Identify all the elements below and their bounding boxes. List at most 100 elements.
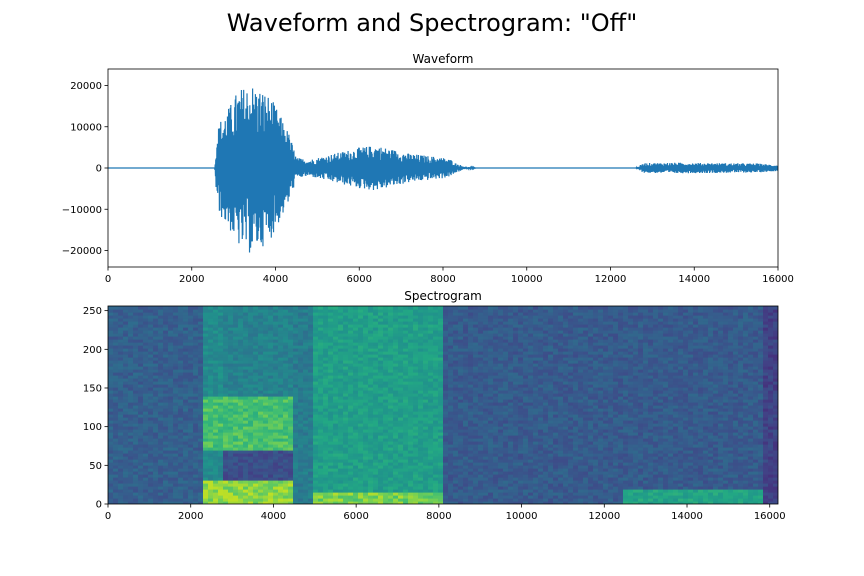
spectrogram-cell (168, 315, 174, 319)
spectrogram-cell (188, 366, 194, 370)
spectrogram-cell (243, 480, 249, 484)
spectrogram-cell (123, 312, 129, 316)
spectrogram-cell (198, 399, 204, 403)
spectrogram-cell (288, 441, 294, 445)
spectrogram-cell (288, 408, 294, 412)
spectrogram-cell (283, 387, 289, 391)
spectrogram-cell (123, 456, 129, 460)
spectrogram-cell (133, 456, 139, 460)
spectrogram-cell (288, 357, 294, 361)
spectrogram-cell (183, 360, 189, 364)
spectrogram-cell (258, 462, 264, 466)
spectrogram-cell (308, 489, 314, 493)
spectrogram-cell (263, 315, 269, 319)
spectrogram-cell (123, 477, 129, 481)
spectrogram-cell (213, 351, 219, 355)
spectrogram-cell (143, 384, 149, 388)
spectrogram-cell (263, 480, 269, 484)
spectrogram-cell (283, 450, 289, 454)
spectrogram-cell (198, 432, 204, 436)
spectrogram-cell (138, 378, 144, 382)
spectrogram-cell (253, 399, 259, 403)
spectrogram-cell (113, 321, 119, 325)
spectrogram-cell (178, 435, 184, 439)
spectrogram-cell (278, 420, 284, 424)
spectrogram-cell (298, 432, 304, 436)
spectrogram-cell (303, 483, 309, 487)
spectrogram-cell (293, 495, 299, 499)
spectrogram-cell (308, 444, 314, 448)
spectrogram-cell (223, 441, 229, 445)
spectrogram-cell (228, 492, 234, 496)
spectrogram-cell (248, 462, 254, 466)
spectrogram-cell (138, 483, 144, 487)
spectrogram-cell (188, 363, 194, 367)
spectrogram-cell (188, 489, 194, 493)
spectrogram-cell (223, 462, 229, 466)
spectrogram-cell (298, 333, 304, 337)
spectrogram-cell (258, 456, 264, 460)
spectrogram-cell (268, 501, 274, 504)
spectrogram-cell (158, 393, 164, 397)
spectrogram-cell (218, 333, 224, 337)
spectrogram-cell (288, 501, 294, 504)
spectrogram-cell (253, 489, 259, 493)
spectrogram-cell (228, 324, 234, 328)
spectrogram-cell (203, 489, 209, 493)
spectrogram-cell (278, 405, 284, 409)
spectrogram-cell (203, 438, 209, 442)
spectrogram-cell (278, 369, 284, 373)
spectrogram-cell (128, 384, 134, 388)
spectrogram-cell (218, 378, 224, 382)
waveform-ticks: 0 2000 4000 6000 8000 10000 12000 14000 16000−20… (62, 81, 794, 285)
spectrogram-cell (303, 399, 309, 403)
spectrogram-cell (248, 477, 254, 481)
spectrogram-cell (203, 384, 209, 388)
spectrogram-cell (128, 378, 134, 382)
spectrogram-cell (298, 306, 304, 310)
spectrogram-cell (168, 402, 174, 406)
spectrogram-cell (138, 315, 144, 319)
spectrogram-cell (168, 435, 174, 439)
spectrogram-cell (173, 489, 179, 493)
spectrogram-cell (288, 360, 294, 364)
spectrogram-cell (283, 438, 289, 442)
spectrogram-cell (163, 417, 169, 421)
spectrogram-cell (303, 435, 309, 439)
spectrogram-cell (478, 306, 484, 310)
spectrogram-cell (118, 324, 124, 328)
spectrogram-cell (113, 453, 119, 457)
spectrogram-cell (198, 369, 204, 373)
spectrogram-cell (208, 486, 214, 490)
spectrogram-cell (113, 369, 119, 373)
spectrogram-cell (148, 486, 154, 490)
spectrogram-cell (153, 471, 159, 475)
spectrogram-cell (313, 483, 319, 487)
spectrogram-cell (263, 330, 269, 334)
spectrogram-cell (123, 459, 129, 463)
spectrogram-cell (288, 390, 294, 394)
spectrogram-cell (203, 336, 209, 340)
spectrogram-cell (133, 498, 139, 502)
spectrogram-cell (308, 309, 314, 313)
spectrogram-cell (123, 429, 129, 433)
spectrogram-cell (133, 312, 139, 316)
spectrogram-cell (233, 447, 239, 451)
spectrogram-cell (113, 327, 119, 331)
spectrogram-cell (188, 396, 194, 400)
spectrogram-cell (213, 480, 219, 484)
spectrogram-cell (288, 396, 294, 400)
spectrogram-cell (243, 336, 249, 340)
spectrogram-cell (223, 405, 229, 409)
spectrogram-cell (198, 387, 204, 391)
spectrogram-cell (163, 468, 169, 472)
spectrogram-cell (308, 423, 314, 427)
spectrogram-cell (128, 495, 134, 499)
spectrogram-cell (213, 372, 219, 376)
spectrogram-cell (283, 351, 289, 355)
spectrogram-cell (213, 447, 219, 451)
spectrogram-cell (148, 381, 154, 385)
spectrogram-cell (278, 354, 284, 358)
spectrogram-cell (258, 384, 264, 388)
spectrogram-cell (263, 369, 269, 373)
